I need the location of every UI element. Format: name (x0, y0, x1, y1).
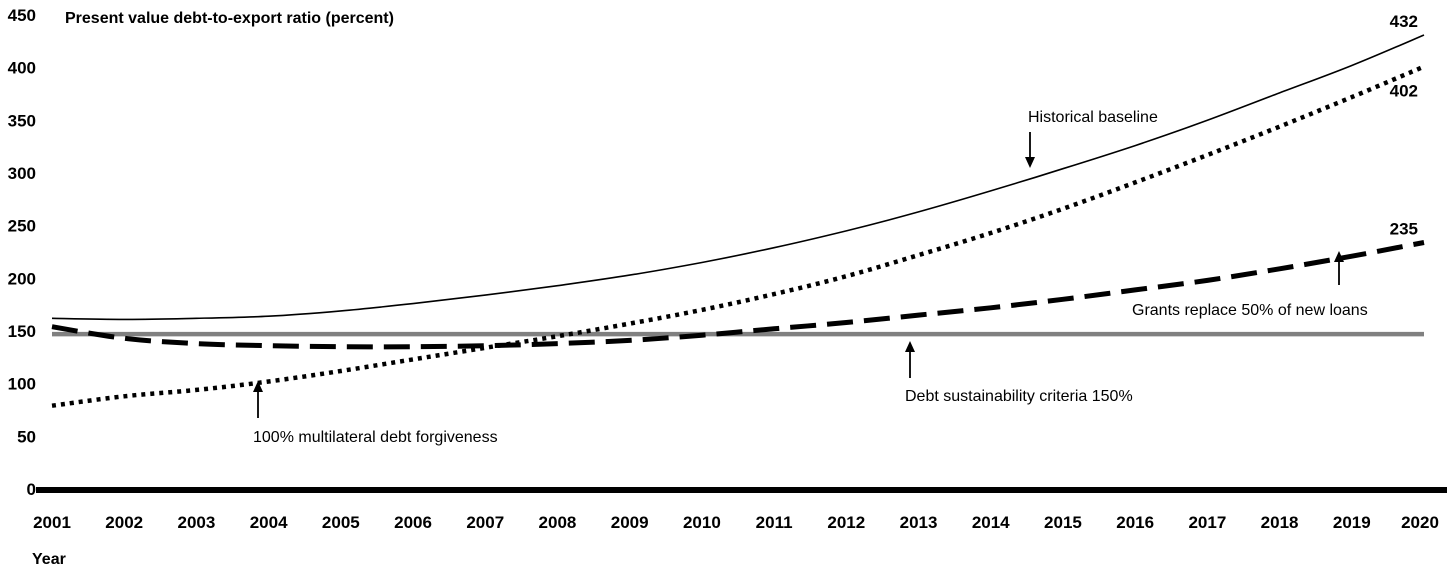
annotation: 100% multilateral debt forgiveness (253, 381, 498, 446)
annotation: Historical baseline (1025, 109, 1158, 168)
annotation-label: Debt sustainability criteria 150% (905, 388, 1133, 405)
y-tick-label: 350 (8, 111, 36, 130)
annotation-label: 100% multilateral debt forgiveness (253, 429, 498, 446)
x-tick-label: 2005 (322, 513, 360, 532)
end-label-forgiveness: 402 (1390, 82, 1418, 101)
x-tick-label: 2014 (972, 513, 1010, 532)
x-tick-label: 2007 (466, 513, 504, 532)
series-line-grants (51, 240, 1425, 350)
y-tick-labels: 0 50 100 150 200 250 300 350 400 450 (8, 6, 36, 499)
series-line-historical (51, 34, 1425, 321)
x-tick-label: 2019 (1333, 513, 1371, 532)
y-tick-label: 50 (17, 427, 36, 446)
x-tick-label: 2020 (1401, 513, 1439, 532)
y-axis-title: Present value debt-to-export ratio (perc… (65, 10, 394, 27)
annotation: Grants replace 50% of new loans (1132, 251, 1368, 319)
x-tick-label: 2012 (827, 513, 865, 532)
x-tick-label: 2013 (900, 513, 938, 532)
series-layer (51, 34, 1425, 408)
annotations: Historical baseline 100% multilateral deb… (253, 109, 1368, 446)
end-label-historical: 432 (1390, 12, 1418, 31)
x-tick-label: 2006 (394, 513, 432, 532)
end-label-grants: 235 (1390, 219, 1418, 238)
y-tick-label: 450 (8, 6, 36, 25)
annotation: Debt sustainability criteria 150% (905, 341, 1133, 405)
x-tick-label: 2008 (539, 513, 577, 532)
y-tick-label: 200 (8, 269, 36, 288)
arrow-up-icon (1334, 251, 1344, 262)
x-tick-label: 2016 (1116, 513, 1154, 532)
x-tick-label: 2017 (1188, 513, 1226, 532)
annotation-label: Grants replace 50% of new loans (1132, 302, 1368, 319)
y-tick-label: 400 (8, 59, 36, 78)
x-tick-label: 2010 (683, 513, 721, 532)
x-axis-title: Year (32, 551, 66, 568)
x-tick-label: 2011 (756, 513, 793, 532)
series-line-forgiveness (51, 64, 1425, 408)
annotation-label: Historical baseline (1028, 109, 1158, 126)
y-tick-label: 150 (8, 322, 36, 341)
y-tick-label: 100 (8, 375, 36, 394)
x-tick-label: 2001 (33, 513, 71, 532)
y-tick-label: 0 (27, 480, 36, 499)
arrow-up-icon (905, 341, 915, 352)
x-tick-label: 2003 (178, 513, 216, 532)
x-tick-labels: 2001 2002 2003 2004 2005 2006 2007 2008 2009 2010… (33, 513, 1439, 532)
y-tick-label: 300 (8, 164, 36, 183)
x-tick-label: 2018 (1261, 513, 1299, 532)
arrow-up-icon (253, 381, 263, 392)
x-tick-label: 2004 (250, 513, 288, 532)
x-tick-label: 2015 (1044, 513, 1082, 532)
arrow-down-icon (1025, 157, 1035, 168)
end-labels: 432 402 235 (1390, 12, 1418, 239)
y-tick-label: 250 (8, 217, 36, 236)
x-tick-label: 2009 (611, 513, 649, 532)
x-tick-label: 2002 (105, 513, 143, 532)
